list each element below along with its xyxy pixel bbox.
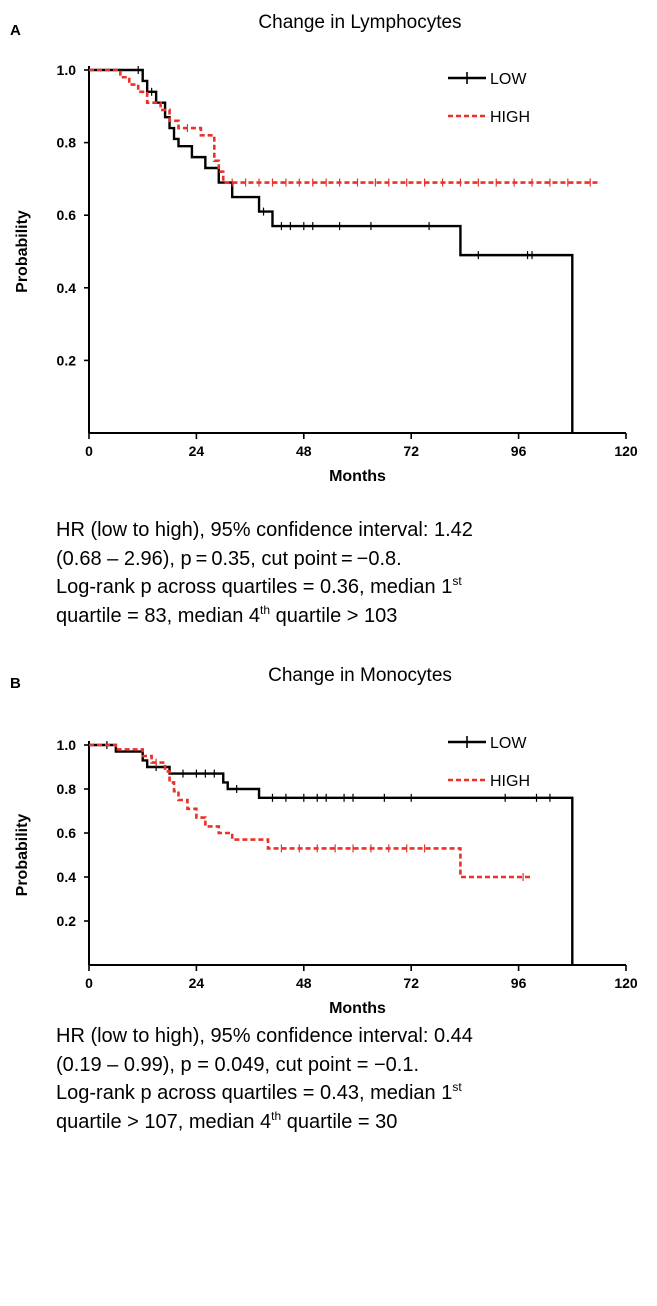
x-tick-label: 0 [85,443,93,459]
panel-a: A Change in Lymphocytes 0 24 48 72 96 120 0.2 0… [0,0,657,640]
legend-label-high: HIGH [490,109,530,126]
x-tick-label: 96 [511,443,527,459]
caption-line-4: quartile > 107, median 4th quartile = 30 [56,1108,398,1133]
y-tick-label: 0.4 [57,280,77,296]
legend-label-low: LOW [490,71,527,88]
caption-line-2: (0.68 – 2.96), p = 0.35, cut point = −0.… [56,547,402,570]
chart-caption: HR (low to high), 95% confidence interva… [56,1022,651,1136]
x-tick-label: 48 [296,975,312,991]
km-chart-lymphocytes: 0 24 48 72 96 120 0.2 0.4 0.6 0.8 1.0 Months Probabi… [14,62,638,485]
chart-title: Change in Lymphocytes [258,12,462,33]
x-tick-label: 24 [189,443,205,459]
y-tick-label: 0.2 [57,913,77,929]
caption-line-3: Log-rank p across quartiles = 0.36, medi… [56,574,462,598]
y-tick-label: 0.2 [57,352,77,368]
legend-label-low: LOW [490,735,527,752]
caption-line-4: quartile = 83, median 4th quartile > 103 [56,602,398,627]
y-tick-label: 1.0 [57,62,77,78]
panel-label: B [10,675,21,692]
caption-line-1: HR (low to high), 95% confidence interva… [56,1025,473,1047]
x-tick-label: 72 [403,975,419,991]
y-tick-label: 1.0 [57,737,77,753]
series-low-curve [89,743,574,965]
x-tick-label: 48 [296,443,312,459]
x-tick-label: 24 [189,975,205,991]
x-tick-label: 120 [614,975,638,991]
chart-title: Change in Monocytes [268,665,452,686]
x-tick-label: 96 [511,975,527,991]
x-tick-label: 72 [403,443,419,459]
y-tick-label: 0.8 [57,781,77,797]
y-tick-label: 0.4 [57,869,77,885]
caption-line-2: (0.19 – 0.99), p = 0.049, cut point = −0… [56,1053,420,1076]
y-tick-label: 0.6 [57,825,77,841]
caption-line-1: HR (low to high), 95% confidence interva… [56,519,473,541]
series-low-curve [89,68,574,433]
series-high-curve [89,743,533,879]
y-axis-title: Probability [14,814,31,897]
x-axis-title: Months [329,1000,386,1017]
x-tick-label: 120 [614,443,638,459]
y-tick-label: 0.6 [57,207,77,223]
x-axis-title: Months [329,468,386,485]
panel-label: A [10,22,21,39]
y-tick-label: 0.8 [57,135,77,151]
chart-caption: HR (low to high), 95% confidence interva… [56,516,651,630]
legend-label-high: HIGH [490,773,530,790]
km-chart-monocytes: 0 24 48 72 96 120 0.2 0.4 0.6 0.8 1.0 Months Probabi… [14,735,638,1017]
y-axis-title: Probability [14,210,31,293]
x-tick-label: 0 [85,975,93,991]
caption-line-3: Log-rank p across quartiles = 0.43, medi… [56,1080,462,1104]
panel-b: B Change in Monocytes 0 24 48 72 96 120 0.2 0.4… [0,653,657,1306]
